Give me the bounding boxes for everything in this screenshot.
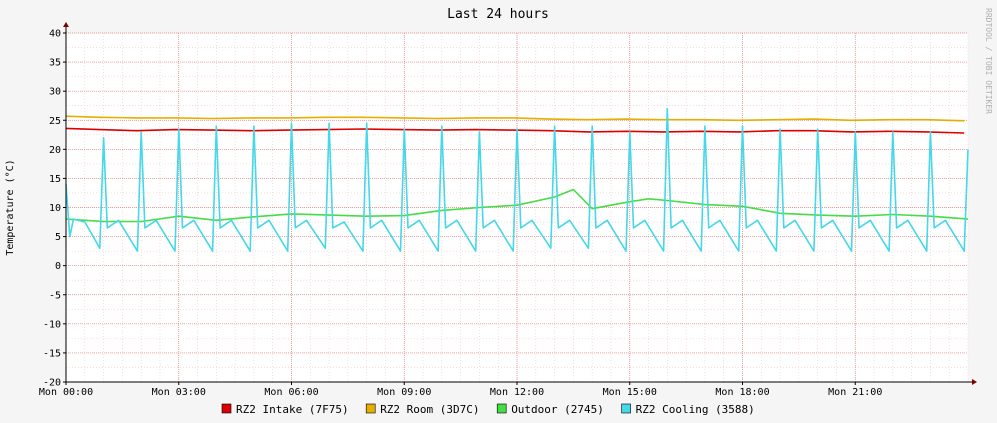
y-tick-label: 0 [55, 261, 61, 272]
legend-swatch-3 [621, 403, 631, 414]
legend-swatch-1 [365, 403, 376, 414]
y-tick-label: -5 [49, 290, 61, 301]
x-tick-label: Mon 12:00 [490, 387, 544, 398]
y-axis-label: Temperature (°C) [5, 159, 16, 255]
x-tick-label: Mon 15:00 [603, 387, 657, 398]
legend-label-3: RZ2 Cooling (3588) [636, 403, 755, 416]
y-tick-label: 10 [49, 203, 61, 214]
x-tick-label: Mon 00:00 [39, 387, 93, 398]
series-line-1 [65, 115, 965, 122]
y-tick-label: 35 [49, 58, 61, 69]
watermark: RRDTOOL / TOBI OETIKER [984, 8, 993, 114]
y-tick-label: -10 [43, 319, 61, 330]
y-axis-arrow [63, 22, 69, 27]
x-tick-label: Mon 06:00 [264, 387, 318, 398]
y-tick-label: 5 [55, 232, 61, 243]
legend-label-2: Outdoor (2745) [511, 403, 604, 416]
y-tick-label: 20 [49, 145, 61, 156]
x-tick-label: Mon 21:00 [828, 387, 882, 398]
chart-title: Last 24 hours [447, 7, 549, 22]
x-tick-label: Mon 03:00 [152, 387, 206, 398]
x-tick-label: Mon 09:00 [377, 387, 431, 398]
y-tick-label: 40 [49, 29, 61, 40]
legend-swatch-0 [221, 403, 232, 414]
y-tick-label: -20 [43, 378, 61, 389]
legend-label-1: RZ2 Room (3D7C) [380, 403, 479, 416]
series-line-0 [65, 127, 965, 134]
legend-label-0: RZ2 Intake (7F75) [236, 403, 349, 416]
x-tick-label: Mon 18:00 [715, 387, 769, 398]
y-tick-label: 25 [49, 116, 61, 127]
series-line-2 [65, 188, 969, 223]
y-tick-label: 15 [49, 174, 61, 185]
y-tick-label: 30 [49, 87, 61, 98]
legend-swatch-2 [496, 403, 507, 414]
series-line-3 [65, 107, 969, 252]
x-axis-arrow [972, 379, 977, 385]
y-tick-label: -15 [43, 348, 61, 359]
